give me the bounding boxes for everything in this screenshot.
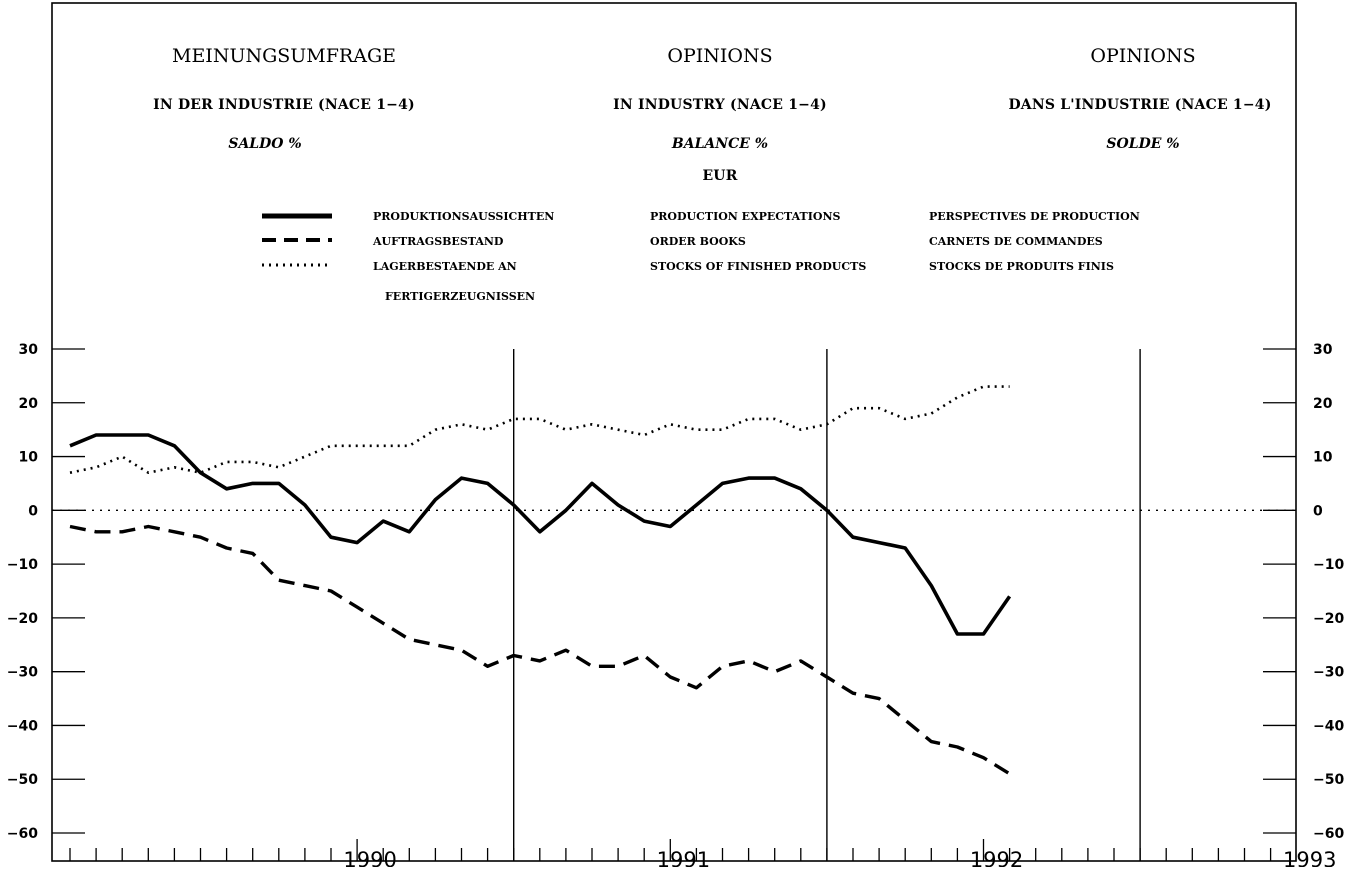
header-en-title: OPINIONS (667, 45, 772, 67)
y-tick-label-left: −50 (7, 772, 38, 788)
y-tick-label-left: 30 (19, 342, 39, 358)
x-year-label: 1990 (343, 848, 396, 867)
y-tick-label-left: 10 (19, 450, 39, 466)
header-de-subtitle: IN DER INDUSTRIE (NACE 1−4) (153, 97, 415, 113)
y-tick-label-right: −40 (1313, 718, 1344, 734)
header-de-title: MEINUNGSUMFRAGE (172, 45, 396, 67)
legend-en-orders: ORDER BOOKS (650, 235, 746, 248)
x-year-label: 1991 (657, 848, 710, 867)
legend-de-stocks: LAGERBESTAENDE AN (373, 260, 517, 273)
y-tick-label-left: −60 (7, 826, 38, 842)
x-year-label: 1992 (970, 848, 1023, 867)
header-fr-title: OPINIONS (1090, 45, 1195, 67)
y-tick-label-right: 30 (1313, 342, 1333, 358)
header-en-subtitle: IN INDUSTRY (NACE 1−4) (613, 97, 827, 113)
y-tick-label-left: 0 (28, 503, 38, 519)
y-tick-label-right: −60 (1313, 826, 1344, 842)
legend-en-production: PRODUCTION EXPECTATIONS (650, 210, 840, 223)
y-tick-label-right: −50 (1313, 772, 1344, 788)
series (69, 385, 1012, 776)
legend-fr-orders: CARNETS DE COMMANDES (929, 235, 1103, 248)
legend-fr-stocks: STOCKS DE PRODUITS FINIS (929, 260, 1114, 273)
legend: PRODUKTIONSAUSSICHTEN AUFTRAGSBESTAND LA… (262, 210, 1140, 303)
series-stocks-finished-products (69, 385, 1010, 475)
chart-frame (51, 2, 1297, 862)
y-tick-label-left: 20 (19, 396, 39, 412)
series-order-books (69, 524, 1011, 776)
legend-de-production: PRODUKTIONSAUSSICHTEN (373, 210, 554, 223)
y-tick-label-left: −20 (7, 611, 38, 627)
legend-de-stocks-line2: FERTIGERZEUGNISSEN (385, 290, 535, 303)
legend-fr-production: PERSPECTIVES DE PRODUCTION (929, 210, 1140, 223)
y-tick-label-left: −40 (7, 718, 38, 734)
header-en-region: EUR (702, 168, 737, 184)
legend-en-stocks: STOCKS OF FINISHED PRODUCTS (650, 260, 866, 273)
header-fr-unit: SOLDE % (1106, 136, 1179, 152)
y-tick-label-right: −20 (1313, 611, 1344, 627)
axes: 30 30 20 20 10 10 0 0 −10 −10 −20 −20 −30 −30 −40 −40 −5… (7, 342, 1345, 872)
legend-de-orders: AUFTRAGSBESTAND (372, 235, 504, 248)
y-tick-label-right: 20 (1313, 396, 1333, 412)
y-tick-label-right: −10 (1313, 557, 1344, 573)
series-production-expectations (69, 433, 1012, 636)
y-tick-label-right: −30 (1313, 665, 1344, 681)
header-en-unit: BALANCE % (671, 136, 768, 152)
x-year-label: 1993 (1283, 848, 1336, 867)
y-tick-label-left: −30 (7, 665, 38, 681)
header-fr-subtitle: DANS L'INDUSTRIE (NACE 1−4) (1008, 97, 1271, 113)
y-tick-label-right: 0 (1313, 503, 1323, 519)
header-de-unit: SALDO % (228, 136, 301, 152)
y-tick-label-left: −10 (7, 557, 38, 573)
y-tick-label-right: 10 (1313, 450, 1333, 466)
